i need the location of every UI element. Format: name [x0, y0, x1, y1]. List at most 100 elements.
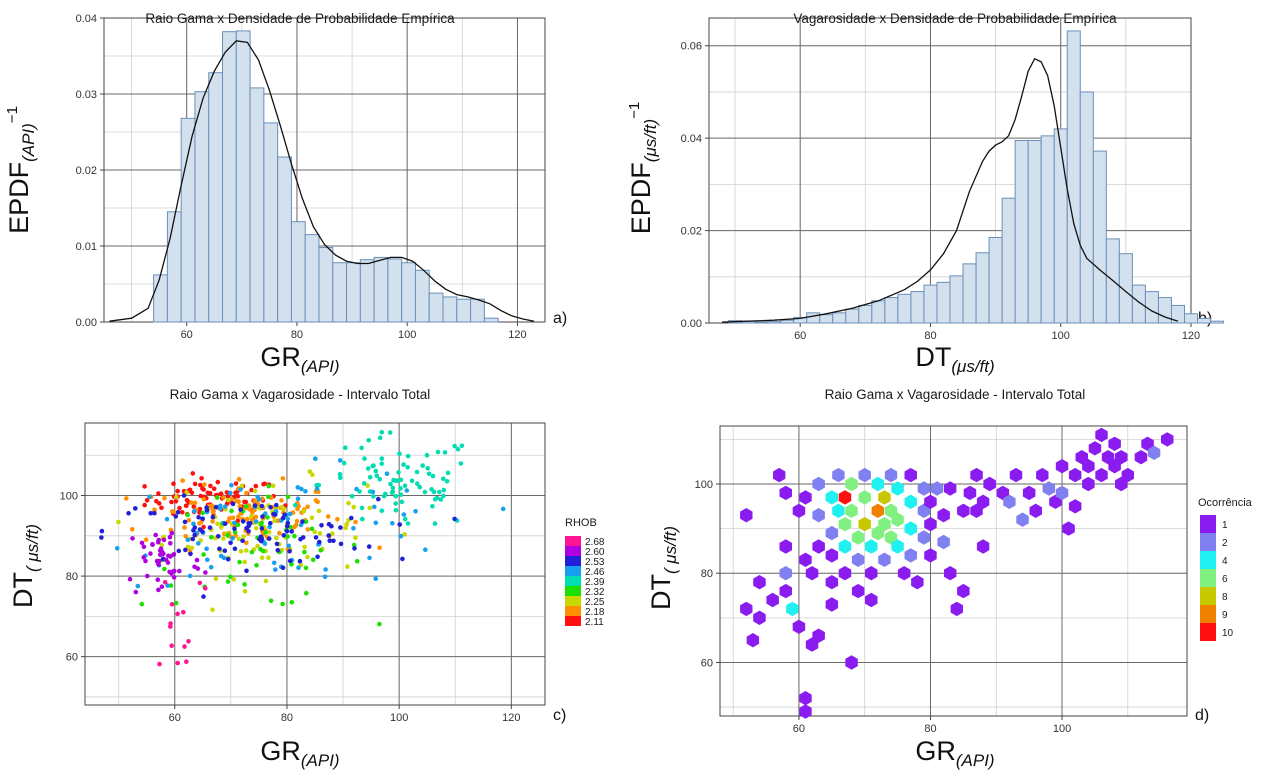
scatter-point: [256, 497, 262, 502]
scatter-point: [438, 497, 444, 502]
y-axis-label: DT( μs/ft): [646, 526, 680, 610]
scatter-point: [222, 548, 228, 553]
scatter-point: [373, 520, 379, 526]
scatter-point: [143, 558, 148, 564]
scatter-point: [263, 578, 269, 584]
scatter-point: [275, 547, 281, 553]
scatter-point: [315, 554, 320, 560]
scatter-point: [379, 456, 385, 461]
hex-cell: [858, 490, 871, 505]
y-tick-label: 60: [66, 652, 78, 664]
hex-cell: [970, 467, 983, 483]
scatter-point: [156, 537, 161, 543]
scatter-point: [360, 516, 365, 522]
hex-cell: [878, 490, 891, 505]
scatter-point: [343, 445, 348, 451]
scatter-point: [401, 462, 406, 467]
y-tick-label: 0.00: [76, 317, 97, 329]
hex-cell: [878, 517, 891, 532]
hex-cell: [845, 476, 858, 492]
legend-label: 2.11: [585, 617, 604, 628]
histogram-bar: [1210, 320, 1225, 324]
hex-cell: [779, 583, 792, 599]
hex-cell: [983, 476, 996, 492]
scatter-point: [349, 494, 355, 499]
legend-title: RHOB: [565, 517, 597, 529]
plot-frame: [719, 425, 1188, 717]
scatter-point: [432, 521, 438, 526]
y-tick-label: 0.03: [76, 89, 97, 101]
scatter-point: [235, 522, 241, 528]
scatter-point: [142, 502, 147, 508]
scatter-point: [285, 534, 291, 539]
scatter-point: [302, 544, 307, 550]
panel-a: 60 80 100 120 0.00 0.01 0.02 0.03 0.04 Raio Gama …: [4, 11, 567, 376]
rhob-legend: RHOB 2.682.602.532.462.392.322.252.182.11: [565, 517, 605, 628]
x-tick-label: 80: [924, 330, 936, 342]
scatter-point: [417, 484, 423, 490]
hex-cell: [865, 566, 878, 581]
histogram-bar: [1079, 91, 1094, 324]
scatter-point: [173, 514, 179, 519]
scatter-point: [198, 493, 203, 499]
scatter-point: [317, 531, 323, 536]
legend-label: 9: [1222, 610, 1228, 621]
scatter-point: [287, 558, 293, 564]
histogram-bar: [1014, 139, 1029, 324]
scatter-point: [171, 575, 177, 580]
scatter-point: [399, 499, 405, 505]
scatter-point: [171, 509, 176, 514]
histogram-bar: [884, 297, 899, 324]
scatter-point: [222, 504, 228, 509]
scatter-point: [452, 516, 457, 522]
scatter-point: [274, 535, 279, 541]
scatter-point: [114, 546, 120, 551]
scatter-point: [228, 574, 233, 580]
x-tick-label: 80: [291, 329, 303, 341]
histogram-bar: [1053, 128, 1068, 324]
scatter-point: [335, 517, 340, 522]
scatter-point: [181, 493, 187, 498]
hex-cell: [1134, 450, 1148, 465]
scatter-point: [192, 508, 197, 514]
scatter-point: [168, 621, 173, 626]
hex-cell: [1141, 436, 1154, 451]
scatter-point: [247, 507, 252, 512]
y-tick-label: 60: [701, 657, 713, 669]
histogram-bar: [871, 300, 886, 324]
scatter-point: [279, 504, 285, 510]
hex-cell: [904, 521, 917, 536]
histogram-bar: [845, 308, 860, 324]
scatter-point: [445, 470, 451, 476]
scatter-point: [388, 481, 393, 487]
scatter-point: [226, 497, 231, 503]
hex-cell: [917, 481, 931, 496]
y-tick-label: 0.02: [76, 165, 97, 177]
scatter-point: [205, 557, 210, 563]
scatter-point: [344, 521, 350, 527]
x-axis-label: GR(API): [260, 342, 339, 376]
scatter-point: [338, 541, 344, 547]
scatter-point: [171, 481, 176, 487]
scatter-point: [183, 533, 188, 539]
scatter-point: [250, 510, 255, 515]
scatter-point: [244, 568, 249, 574]
histogram-bar: [442, 296, 458, 323]
scatter-point: [366, 544, 372, 549]
scatter-point: [218, 525, 224, 530]
hex-cell: [779, 539, 792, 554]
legend-label: 8: [1222, 592, 1228, 603]
scatter-point: [313, 535, 319, 540]
panel-letter: d): [1195, 707, 1209, 724]
histogram-bar: [1040, 135, 1055, 324]
scatter-point: [203, 586, 208, 591]
x-tick-label: 60: [181, 329, 193, 341]
scatter-point: [309, 515, 315, 520]
hex-cell: [904, 494, 917, 509]
scatter-point: [349, 515, 354, 521]
panel-d: 60 80 100 60 80 100 Raio Gama x Vagarosidade -…: [646, 387, 1209, 770]
scatter-point: [379, 461, 385, 467]
scatter-point: [300, 535, 306, 540]
legend-swatch: [565, 606, 581, 616]
scatter-point: [141, 544, 147, 550]
